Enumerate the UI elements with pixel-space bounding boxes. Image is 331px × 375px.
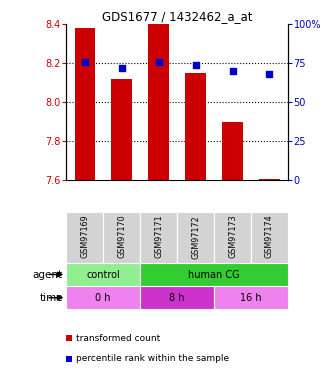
Text: transformed count: transformed count: [76, 334, 161, 343]
Text: GSM97171: GSM97171: [154, 215, 163, 258]
Bar: [222, 122, 243, 180]
Text: human CG: human CG: [188, 270, 240, 279]
Bar: [214, 212, 251, 263]
Bar: [66, 263, 140, 286]
Bar: [66, 286, 140, 309]
Bar: [251, 212, 288, 263]
Text: percentile rank within the sample: percentile rank within the sample: [76, 354, 229, 363]
Bar: [185, 73, 206, 180]
Bar: [112, 79, 132, 180]
Bar: [140, 212, 177, 263]
Point: [230, 68, 235, 74]
Bar: [140, 286, 214, 309]
Point: [82, 59, 87, 65]
Text: agent: agent: [33, 270, 63, 279]
Bar: [259, 179, 280, 180]
Text: GSM97170: GSM97170: [117, 215, 126, 258]
Text: 16 h: 16 h: [240, 293, 262, 303]
Text: GSM97174: GSM97174: [265, 215, 274, 258]
Text: 8 h: 8 h: [169, 293, 185, 303]
Bar: [148, 24, 169, 180]
Text: 0 h: 0 h: [95, 293, 111, 303]
Bar: [140, 263, 288, 286]
Point: [119, 65, 124, 71]
Bar: [74, 28, 95, 180]
Title: GDS1677 / 1432462_a_at: GDS1677 / 1432462_a_at: [102, 10, 252, 23]
Bar: [177, 212, 214, 263]
Text: control: control: [86, 270, 120, 279]
Point: [193, 62, 198, 68]
Text: GSM97169: GSM97169: [80, 215, 89, 258]
Text: time: time: [39, 293, 63, 303]
Point: [267, 71, 272, 77]
Text: GSM97172: GSM97172: [191, 215, 200, 258]
Point: [156, 59, 161, 65]
Bar: [214, 286, 288, 309]
Bar: [66, 212, 103, 263]
Bar: [103, 212, 140, 263]
Text: GSM97173: GSM97173: [228, 215, 237, 258]
